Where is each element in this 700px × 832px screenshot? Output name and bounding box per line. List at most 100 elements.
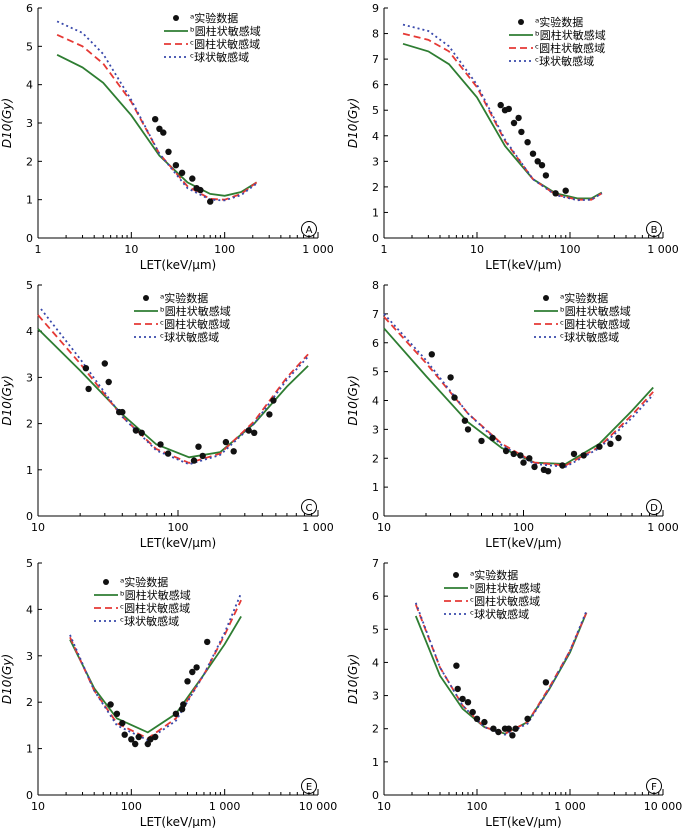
legend-label: ᶜ圆柱状敏感域 [160, 317, 230, 331]
panel-c: 0 1 2 3 4 5 10 100 1 000 LET(keV/μm) D10(Gy) Cᵃ实验数据… [0, 279, 334, 550]
data-point [529, 150, 537, 157]
y-tick-label: 5 [372, 366, 379, 379]
data-point [172, 162, 180, 169]
x-tick-label: 10 [31, 800, 45, 813]
data-point [502, 447, 510, 455]
data-point [107, 701, 114, 708]
data-point [230, 448, 237, 455]
data-point [459, 695, 466, 703]
y-tick-label: 5 [26, 279, 33, 292]
x-tick-label: 1 [381, 243, 388, 256]
y-axis-label: D10(Gy) [346, 654, 360, 704]
legend-label: ᶜ圆柱状敏感域 [560, 317, 630, 331]
data-point [505, 725, 512, 732]
data-point [178, 169, 186, 176]
data-point [580, 452, 587, 459]
y-tick-label: 5 [372, 104, 379, 117]
x-tick-label: 100 [467, 800, 488, 813]
data-point [135, 733, 142, 741]
data-point [607, 440, 614, 447]
legend-label: ᵃ实验数据 [160, 291, 208, 305]
y-tick-label: 8 [372, 279, 379, 292]
data-point [164, 450, 172, 457]
data-point [138, 429, 145, 436]
data-point [562, 187, 569, 194]
panel-label: F [651, 782, 657, 793]
panel-f: 0 1 2 3 4 5 6 7 10 100 1 000 10 000 LET(keV/μm) D10(G… [346, 557, 683, 829]
x-tick-label: 1 000 [302, 521, 334, 534]
data-point [152, 116, 159, 123]
y-tick-label: 0 [26, 510, 33, 523]
data-point [510, 119, 518, 127]
data-point [119, 719, 126, 727]
data-point [518, 128, 525, 136]
data-point [534, 158, 541, 165]
panel-label: D [650, 503, 658, 514]
legend-label: ᶜ球状敏感域 [190, 50, 249, 64]
legend-label: ᵇ圆柱状敏感域 [470, 581, 541, 595]
x-axis-label: LET(keV/μm) [485, 536, 561, 550]
panel-label: E [306, 782, 312, 793]
data-point [515, 114, 522, 122]
x-tick-label: 10 000 [644, 800, 683, 813]
legend-label: ᶜ圆柱状敏感域 [120, 601, 190, 615]
data-point [552, 190, 559, 197]
x-axis-label: LET(keV/μm) [140, 815, 216, 828]
y-tick-label: 6 [372, 79, 379, 92]
data-point [512, 725, 519, 732]
y-tick-label: 5 [372, 623, 379, 636]
x-tick-label: 100 [121, 800, 142, 813]
data-point [464, 426, 472, 433]
data-point [147, 736, 154, 743]
data-point [526, 455, 533, 462]
y-tick-label: 2 [372, 723, 379, 736]
y-tick-label: 6 [26, 2, 33, 15]
data-point [489, 434, 496, 442]
y-tick-label: 1 [26, 194, 33, 207]
y-tick-label: 4 [26, 325, 33, 338]
data-point [464, 699, 472, 706]
x-tick-label: 100 [168, 521, 189, 534]
legend-label: ᵃ实验数据 [470, 568, 518, 582]
y-tick-label: 5 [26, 557, 33, 570]
y-tick-label: 7 [372, 53, 379, 66]
data-point [497, 101, 504, 109]
panel-label: A [306, 225, 313, 236]
y-tick-label: 0 [372, 510, 379, 523]
data-point [559, 462, 566, 469]
legend-label: ᵃ实验数据 [120, 575, 168, 589]
data-point [190, 457, 198, 464]
data-point [478, 437, 485, 445]
legend-label: ᶜ圆柱状敏感域 [190, 37, 260, 51]
panel-e: 0 1 2 3 4 5 10 100 1 000 10 000 LET(keV/μm) D10(Gy)… [0, 557, 337, 829]
x-tick-label: 1 000 [554, 800, 586, 813]
y-tick-label: 6 [372, 337, 379, 350]
data-point [207, 198, 214, 205]
x-tick-label: 1 000 [647, 521, 679, 534]
y-tick-label: 3 [26, 371, 33, 384]
data-point [490, 725, 497, 732]
x-tick-label: 10 [470, 243, 484, 256]
data-point [517, 452, 524, 459]
data-point [172, 710, 180, 717]
x-tick-label: 1 [35, 243, 42, 256]
data-point [85, 385, 92, 393]
legend-label: ᶜ球状敏感域 [160, 330, 219, 344]
y-tick-label: 3 [26, 650, 33, 663]
data-point [132, 427, 140, 434]
y-tick-label: 7 [372, 557, 379, 570]
y-tick-label: 4 [372, 395, 379, 408]
panel-label-circle [646, 499, 662, 515]
data-point [245, 427, 252, 434]
y-tick-label: 7 [372, 308, 379, 321]
y-tick-label: 1 [372, 756, 379, 769]
y-tick-label: 1 [372, 206, 379, 219]
data-point [157, 441, 164, 448]
y-tick-label: 2 [26, 418, 33, 431]
data-point [428, 351, 435, 358]
data-point [453, 662, 460, 669]
x-tick-label: 1 000 [209, 800, 241, 813]
data-point [520, 459, 527, 466]
legend-label: ᶜ球状敏感域 [470, 607, 529, 621]
y-tick-label: 9 [372, 2, 379, 15]
